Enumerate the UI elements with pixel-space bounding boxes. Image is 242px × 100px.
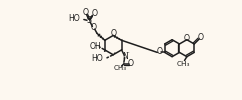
Text: ⁻: ⁻	[126, 51, 129, 57]
Text: CH₃: CH₃	[113, 65, 127, 71]
Text: CH₃: CH₃	[176, 61, 190, 67]
Text: O: O	[197, 33, 203, 42]
Text: O: O	[184, 34, 190, 43]
Text: HO: HO	[68, 14, 80, 23]
Text: •: •	[112, 51, 116, 56]
Text: O: O	[92, 9, 98, 18]
Text: O: O	[110, 29, 116, 38]
Text: O: O	[128, 59, 134, 68]
Text: OH: OH	[90, 42, 101, 51]
Text: O: O	[90, 23, 96, 32]
Text: HO: HO	[91, 54, 103, 63]
Text: O: O	[83, 8, 88, 17]
Text: S: S	[86, 16, 91, 25]
Text: O: O	[156, 47, 162, 56]
Text: •: •	[102, 49, 106, 54]
Text: N: N	[122, 52, 128, 61]
